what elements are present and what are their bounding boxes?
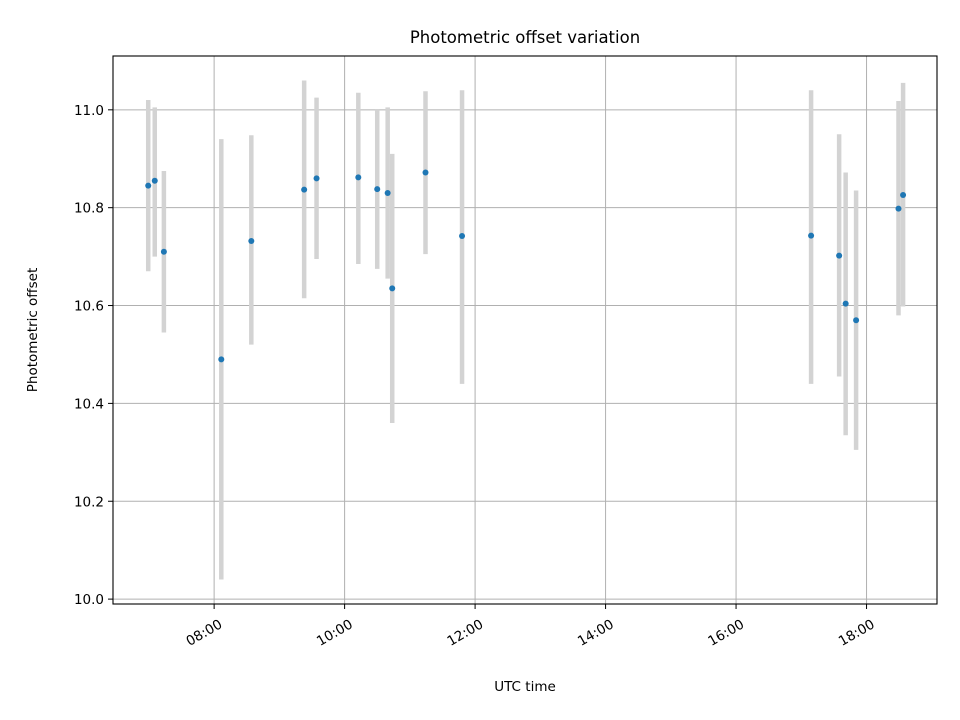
y-tick-label: 11.0 (74, 103, 104, 119)
data-point (842, 300, 849, 307)
data-point (900, 191, 907, 198)
x-axis-label: UTC time (494, 679, 556, 695)
data-point (355, 174, 362, 181)
y-axis-ticks: 10.0 10.2 10.4 10.6 10.8 11.0 (74, 103, 113, 608)
data-point (374, 186, 381, 193)
y-tick-label: 10.6 (74, 299, 104, 315)
data-point (836, 252, 843, 259)
y-axis-label: Photometric offset (25, 268, 41, 392)
grid (113, 56, 937, 604)
data-point (301, 186, 308, 193)
data-point (160, 248, 167, 255)
y-tick-label: 10.4 (74, 396, 104, 412)
data-point (808, 232, 815, 239)
data-point (384, 190, 391, 196)
data-point (218, 356, 225, 363)
chart-title: Photometric offset variation (410, 28, 640, 47)
data-point (422, 169, 429, 176)
y-tick-label: 10.8 (74, 201, 104, 217)
data-point (313, 175, 320, 182)
data-point (248, 237, 255, 244)
y-tick-label: 10.2 (74, 494, 104, 510)
plot-area (113, 56, 937, 604)
y-tick-label: 10.0 (74, 592, 104, 608)
data-point (459, 233, 466, 240)
data-point (853, 317, 860, 324)
data-points (145, 169, 907, 363)
plot-frame (112, 55, 938, 605)
data-point (145, 182, 152, 189)
data-point (151, 177, 158, 184)
data-point (895, 205, 902, 212)
data-point (389, 285, 396, 292)
